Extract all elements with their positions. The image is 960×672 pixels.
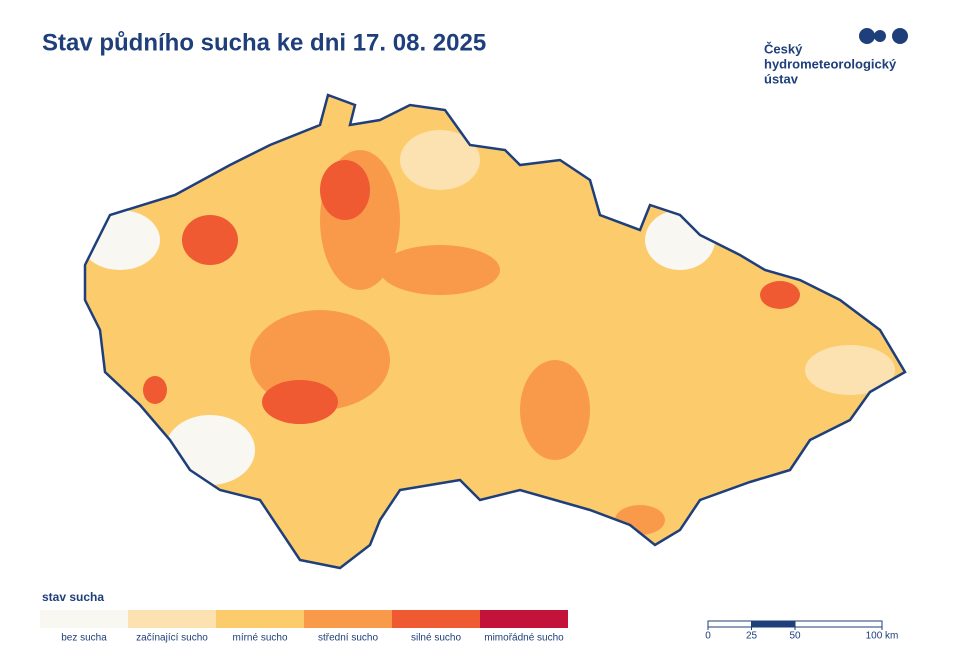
logo [859, 28, 908, 44]
legend-label: mírné sucho [232, 633, 287, 644]
scale-segment [794, 620, 883, 628]
scale-label: 0 [705, 631, 711, 642]
legend-swatch [216, 610, 304, 628]
legend-swatch [128, 610, 216, 628]
area [380, 245, 500, 295]
area [85, 210, 160, 270]
legend-label: mimořádné sucho [484, 633, 564, 644]
area [182, 215, 238, 265]
map [85, 95, 905, 568]
area [400, 130, 480, 190]
legend-label: začínající sucho [136, 633, 208, 644]
scale-segment [707, 620, 752, 628]
legend-swatch [392, 610, 480, 628]
scale-segment [751, 620, 796, 628]
logo-dot [892, 28, 908, 44]
logo-line: Český [764, 41, 803, 56]
scale-label: 50 [789, 631, 801, 642]
area [805, 345, 895, 395]
logo-dot [874, 30, 886, 42]
logo-line: hydrometeorologický [764, 56, 897, 71]
logo-dot [859, 28, 875, 44]
area [320, 160, 370, 220]
area [262, 380, 338, 424]
logo-line: ústav [764, 71, 799, 86]
map-base [85, 95, 905, 568]
legend-label: střední sucho [318, 633, 378, 644]
title: Stav půdního sucha ke dni 17. 08. 2025 [42, 29, 486, 56]
scale-label: 25 [746, 631, 758, 642]
legend-swatch [304, 610, 392, 628]
legend-swatch [480, 610, 568, 628]
legend-label: bez sucha [61, 633, 107, 644]
area [615, 505, 665, 535]
area [520, 360, 590, 460]
area [165, 415, 255, 485]
area [143, 376, 167, 404]
scale-bar: 0 25 50 100 km [705, 620, 899, 642]
scale-label: 100 km [866, 631, 899, 642]
legend-swatch [40, 610, 128, 628]
legend-title: stav sucha [42, 590, 104, 604]
legend: bez sucha začínající sucho mírné sucho stře… [40, 610, 568, 644]
area [645, 210, 715, 270]
area [760, 281, 800, 309]
legend-label: silné sucho [411, 633, 461, 644]
